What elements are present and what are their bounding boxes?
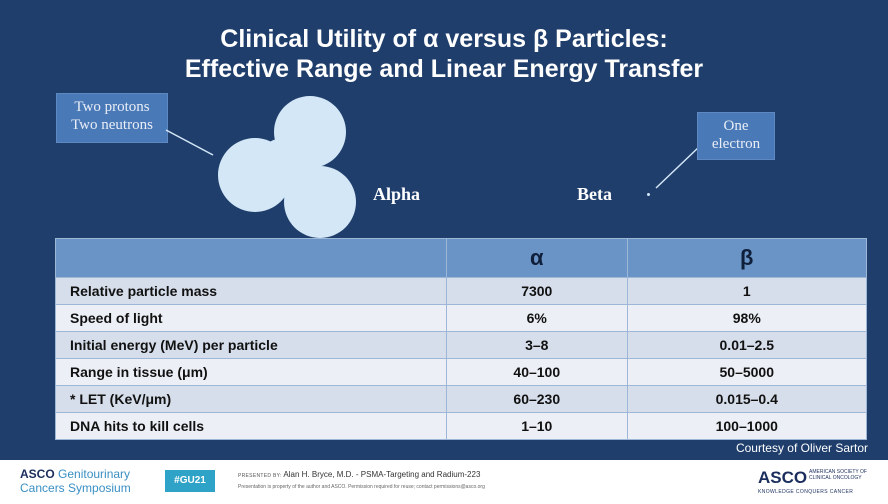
asco-brand-text: ASCO: [20, 467, 55, 481]
row-name: Speed of light: [55, 304, 447, 332]
row-name: Initial energy (MeV) per particle: [55, 331, 447, 359]
courtesy-credit: Courtesy of Oliver Sartor: [735, 441, 868, 455]
row-alpha-value: 60–230: [446, 385, 628, 413]
header-alpha: α: [446, 238, 628, 278]
slide-title: Clinical Utility of α versus β Particles…: [0, 24, 888, 84]
electron-dot: [647, 193, 650, 196]
row-alpha-value: 40–100: [446, 358, 628, 386]
row-beta-value: 100–1000: [626, 412, 868, 440]
row-name: Range in tissue (μm): [55, 358, 447, 386]
table-row: Initial energy (MeV) per particle 3–8 0.…: [55, 331, 868, 359]
presenter-text: Alan H. Bryce, M.D. - PSMA-Targeting and…: [283, 470, 481, 479]
copyright-notice: Presentation is property of the author a…: [238, 484, 485, 490]
asco-society-name: AMERICAN SOCIETY OF CLINICAL ONCOLOGY: [809, 469, 867, 481]
alpha-particle-sphere-center: [256, 138, 312, 194]
slide: Clinical Utility of α versus β Particles…: [0, 0, 888, 460]
alpha-callout-line-2: Two neutrons: [71, 117, 153, 133]
row-name: DNA hits to kill cells: [55, 412, 447, 440]
beta-callout-line-2: electron: [711, 136, 761, 152]
table-row: Relative particle mass 7300 1: [55, 277, 868, 305]
callout-leader-lines: [165, 129, 701, 189]
row-alpha-value: 1–10: [446, 412, 628, 440]
table-row: * LET (KeV/μm) 60–230 0.015–0.4: [55, 385, 868, 413]
comparison-table: α β Relative particle mass 7300 1 Speed …: [55, 238, 868, 440]
row-alpha-value: 3–8: [446, 331, 628, 359]
row-beta-value: 0.01–2.5: [626, 331, 868, 359]
table-row: Range in tissue (μm) 40–100 50–5000: [55, 358, 868, 386]
symposium-word: Genitourinary: [58, 467, 131, 481]
beta-callout-line-1: One: [723, 118, 749, 134]
asco-gu-logo: ASCO Genitourinary Cancers Symposium: [20, 467, 131, 495]
title-line-1: Clinical Utility of α versus β Particles…: [220, 25, 668, 53]
presenter-info: PRESENTED BY: Alan H. Bryce, M.D. - PSMA…: [238, 469, 485, 493]
beta-leader-line: [655, 145, 701, 189]
row-beta-value: 0.015–0.4: [626, 385, 868, 413]
header-empty: [55, 238, 447, 278]
row-beta-value: 98%: [626, 304, 868, 332]
footer-bar: ASCO Genitourinary Cancers Symposium #GU…: [0, 460, 888, 504]
title-line-2: Effective Range and Linear Energy Transf…: [184, 55, 704, 83]
beta-label: Beta: [577, 184, 612, 204]
table-row: Speed of light 6% 98%: [55, 304, 868, 332]
header-beta: β: [626, 238, 868, 278]
row-beta-value: 50–5000: [626, 358, 868, 386]
alpha-label: Alpha: [373, 184, 421, 204]
hashtag-badge: #GU21: [165, 470, 215, 492]
presented-by-label: PRESENTED BY:: [238, 473, 282, 479]
beta-callout: One electron: [697, 112, 775, 160]
alpha-leader-line: [165, 129, 214, 156]
row-name: Relative particle mass: [55, 277, 447, 305]
table-header-row: α β: [55, 238, 868, 278]
row-alpha-value: 6%: [446, 304, 628, 332]
table-row: DNA hits to kill cells 1–10 100–1000: [55, 412, 868, 440]
asco-tagline: KNOWLEDGE CONQUERS CANCER: [758, 489, 854, 495]
row-alpha-value: 7300: [446, 277, 628, 305]
asco-logo: ASCO: [758, 468, 808, 487]
row-beta-value: 1: [626, 277, 868, 305]
alpha-callout: Two protons Two neutrons: [56, 93, 168, 143]
alpha-callout-line-1: Two protons: [74, 99, 150, 115]
row-name: * LET (KeV/μm): [55, 385, 447, 413]
symposium-line-2: Cancers Symposium: [20, 481, 131, 495]
